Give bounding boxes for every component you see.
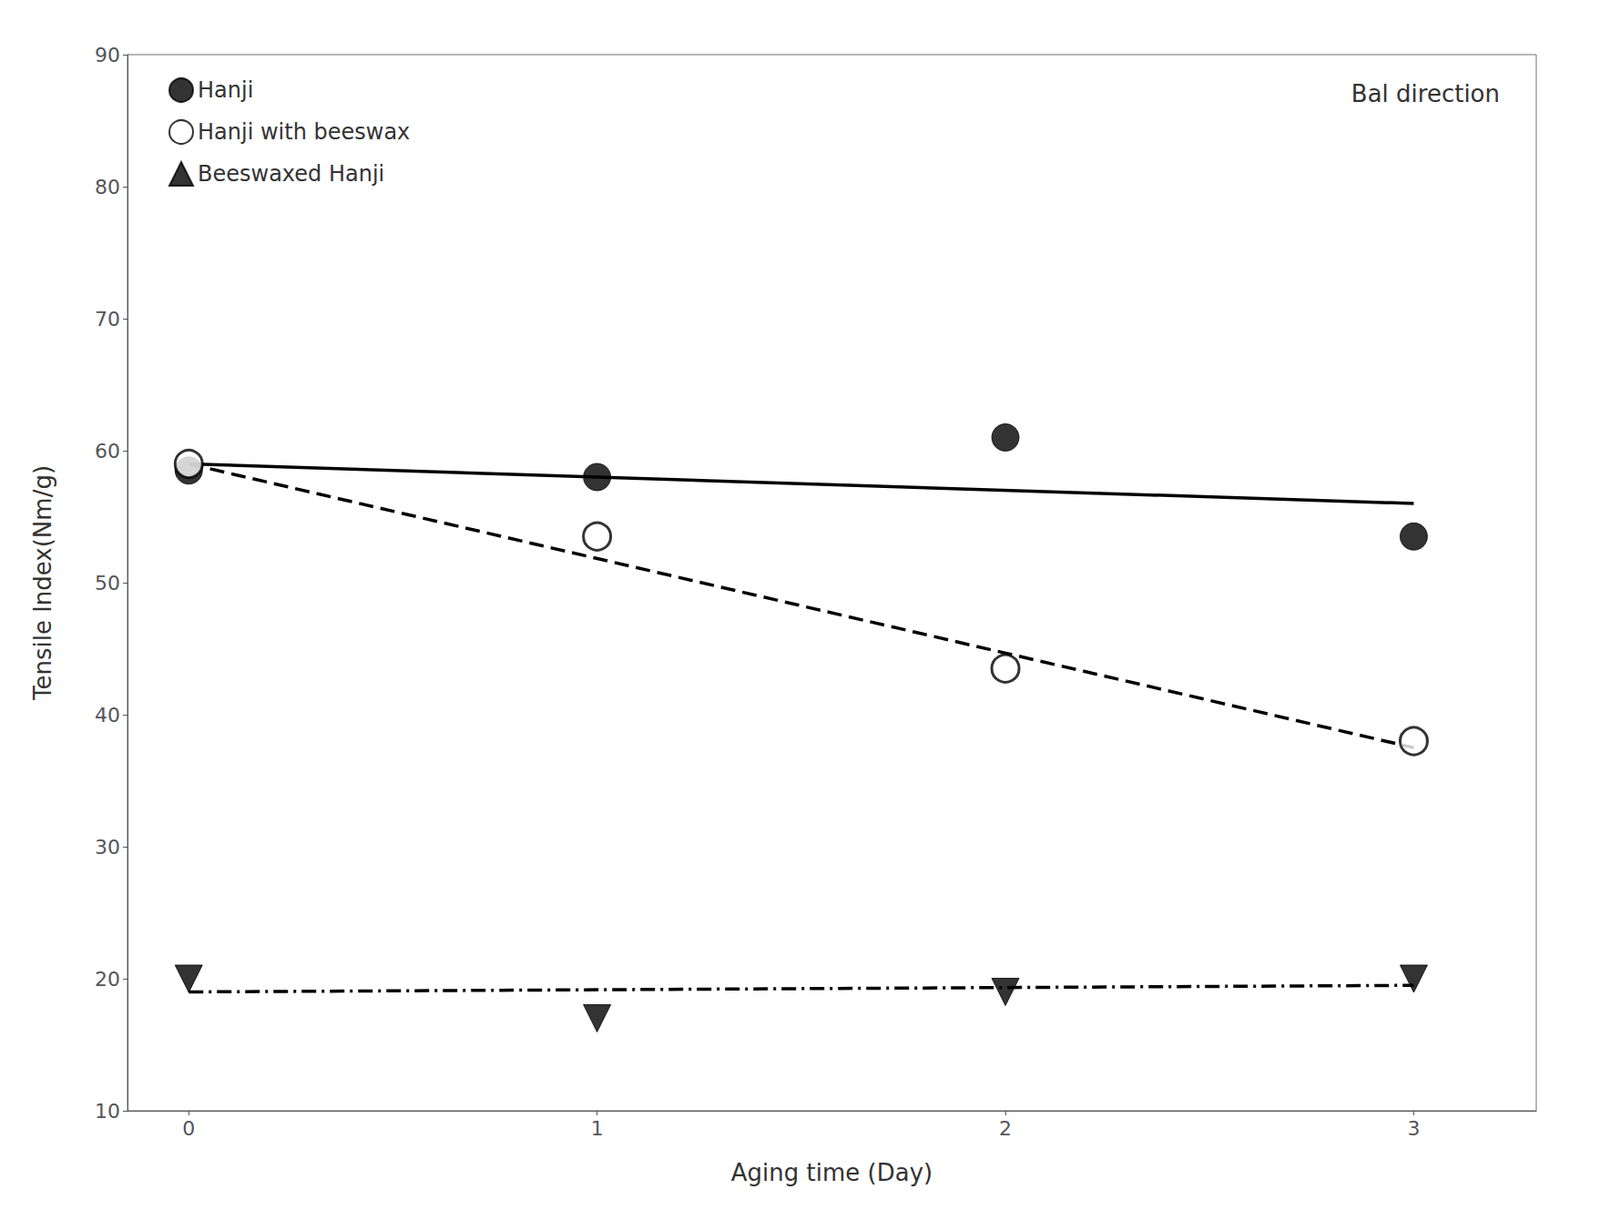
svg-text:Bal direction: Bal direction: [1351, 80, 1500, 108]
svg-text:Hanji: Hanji: [197, 77, 254, 103]
svg-text:1: 1: [591, 1117, 604, 1141]
svg-text:70: 70: [94, 307, 121, 331]
svg-text:3: 3: [1406, 1117, 1420, 1141]
svg-text:90: 90: [94, 43, 121, 67]
svg-text:Beeswaxed Hanji: Beeswaxed Hanji: [197, 161, 385, 187]
svg-text:10: 10: [94, 1100, 121, 1123]
svg-text:60: 60: [94, 439, 121, 463]
svg-text:Tensile Index(Nm/g): Tensile Index(Nm/g): [29, 465, 57, 702]
svg-text:0: 0: [182, 1117, 195, 1141]
svg-text:20: 20: [94, 968, 121, 991]
svg-text:Aging time (Day): Aging time (Day): [731, 1159, 933, 1187]
svg-text:80: 80: [94, 175, 121, 199]
svg-text:Hanji with beeswax: Hanji with beeswax: [197, 119, 410, 145]
svg-text:2: 2: [998, 1117, 1012, 1141]
svg-text:40: 40: [94, 703, 121, 727]
svg-text:50: 50: [94, 571, 121, 595]
svg-text:30: 30: [94, 835, 121, 859]
